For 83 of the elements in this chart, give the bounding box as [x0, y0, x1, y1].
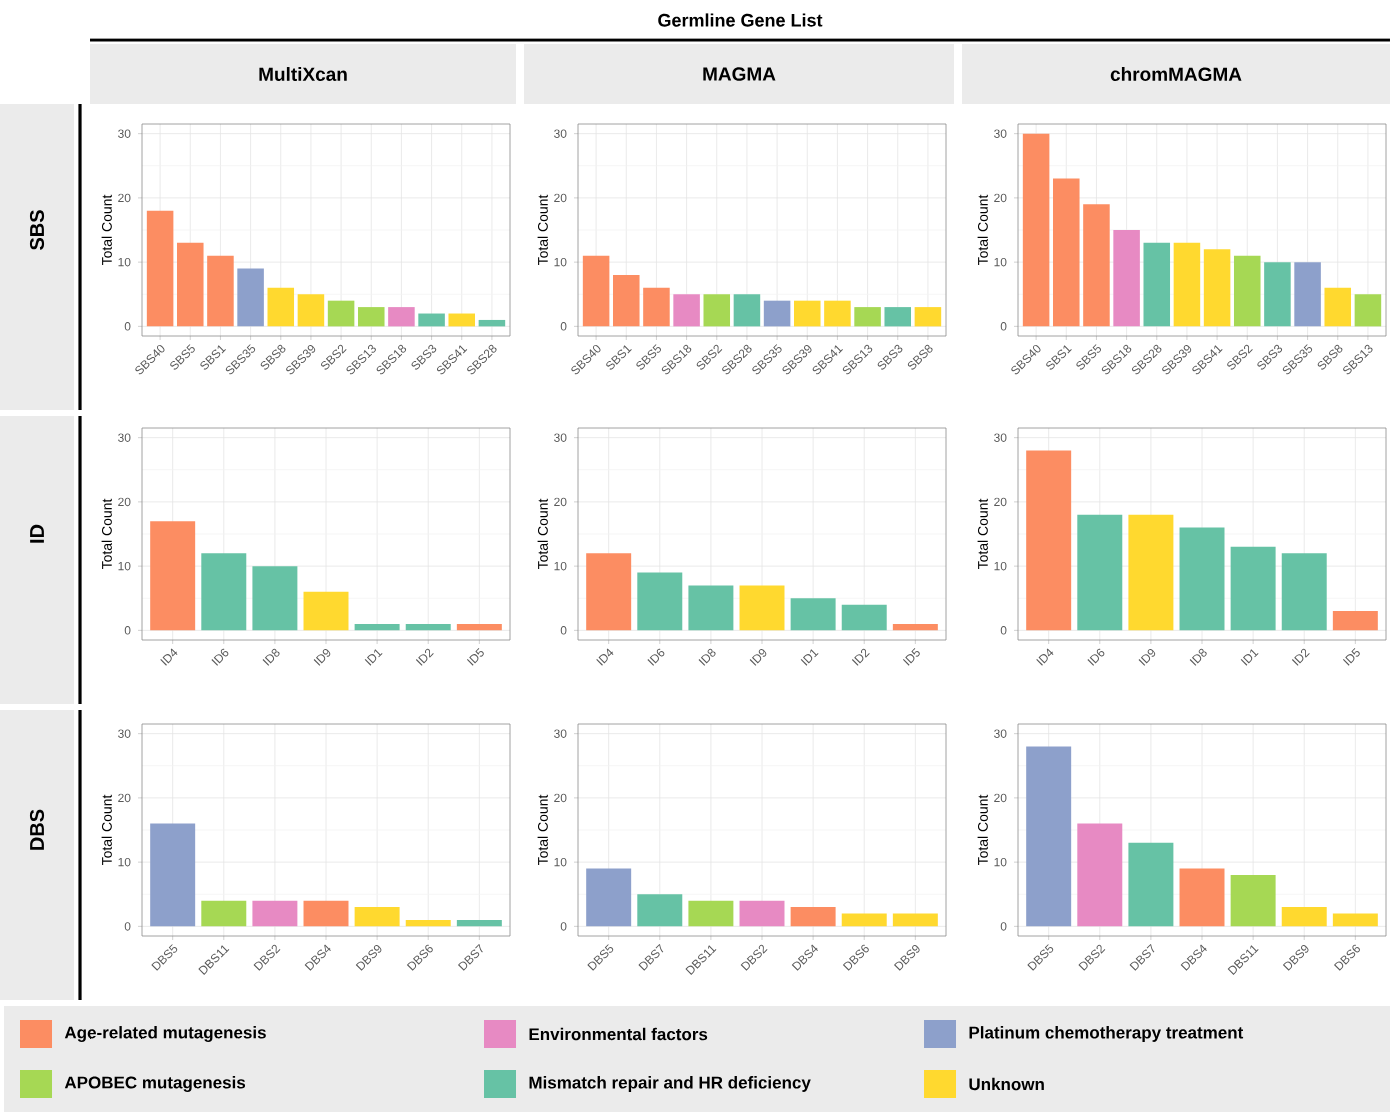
- bar: [1281, 907, 1327, 927]
- bar: [1026, 746, 1072, 927]
- bar: [637, 572, 683, 631]
- chart-title: chromMAGMA: [1110, 67, 1242, 81]
- bar: [201, 553, 247, 631]
- bar: [688, 585, 734, 631]
- bar: [892, 623, 938, 631]
- bar: [884, 307, 912, 327]
- bar: [456, 623, 502, 631]
- bar: [841, 913, 887, 927]
- bar: [763, 300, 791, 327]
- bar: [688, 900, 734, 927]
- bar: [354, 907, 400, 927]
- bar: [1332, 611, 1378, 631]
- bar: [1230, 546, 1276, 631]
- bar: [388, 307, 415, 327]
- bar: [637, 894, 683, 927]
- bar: [582, 255, 610, 327]
- bar: [448, 313, 476, 327]
- bar: [146, 210, 174, 327]
- bar: [267, 287, 295, 327]
- bar: [703, 294, 731, 327]
- bar: [303, 900, 349, 927]
- bar: [1203, 249, 1231, 327]
- bar: [841, 604, 887, 631]
- bar: [1324, 287, 1352, 327]
- bar: [405, 919, 451, 927]
- chart-title: MultiXcan: [259, 67, 347, 81]
- bar: [1077, 514, 1123, 631]
- bar: [1128, 514, 1174, 631]
- bar: [586, 553, 632, 631]
- bar: [586, 868, 632, 927]
- bar: [357, 307, 385, 327]
- bar: [1179, 527, 1225, 631]
- bar: [478, 319, 506, 327]
- text: Germline Gene List: [658, 13, 823, 27]
- bar: [201, 900, 247, 927]
- text: APOBEC mutagenesis: [64, 1076, 246, 1092]
- text: Mismatch repair and HR deficiency: [529, 1076, 811, 1092]
- bar: [1022, 133, 1050, 327]
- bar: [1264, 262, 1291, 327]
- bar: [1332, 913, 1378, 927]
- bar: [237, 268, 264, 327]
- bar: [1230, 874, 1276, 927]
- bar: [854, 307, 881, 327]
- bar: [456, 919, 502, 927]
- bar: [1026, 450, 1072, 631]
- text: DBS: [29, 809, 45, 850]
- bar: [1173, 242, 1201, 327]
- bar: [739, 585, 785, 631]
- text: Age-related mutagenesis: [64, 1026, 266, 1042]
- text: Environmental factors: [529, 1027, 708, 1041]
- bar: [303, 591, 349, 631]
- bar: [405, 623, 451, 631]
- bar: [1113, 230, 1140, 327]
- bar: [297, 294, 325, 327]
- bar: [733, 294, 761, 327]
- text: Platinum chemotherapy treatment: [969, 1026, 1244, 1042]
- bar: [1143, 242, 1171, 327]
- bar: [1354, 294, 1382, 327]
- text: Unknown: [969, 1077, 1044, 1091]
- text: SBS: [29, 210, 45, 251]
- bar: [673, 294, 700, 327]
- bar: [790, 907, 836, 927]
- bar: [1128, 842, 1174, 927]
- bar: [1179, 868, 1225, 927]
- bar: [327, 300, 355, 327]
- bar: [892, 913, 938, 927]
- bar: [354, 623, 400, 631]
- bar: [150, 521, 196, 631]
- chart-title: MAGMA: [703, 67, 776, 81]
- bar: [150, 823, 196, 927]
- bar: [1281, 553, 1327, 631]
- bar: [790, 598, 836, 631]
- text: ID: [30, 524, 44, 543]
- bar: [1294, 262, 1321, 327]
- bar: [252, 566, 298, 631]
- bar: [914, 307, 942, 327]
- bar: [739, 900, 785, 927]
- bar: [1077, 823, 1123, 927]
- bar: [418, 313, 445, 327]
- bar: [252, 900, 298, 927]
- bar: [1233, 255, 1261, 327]
